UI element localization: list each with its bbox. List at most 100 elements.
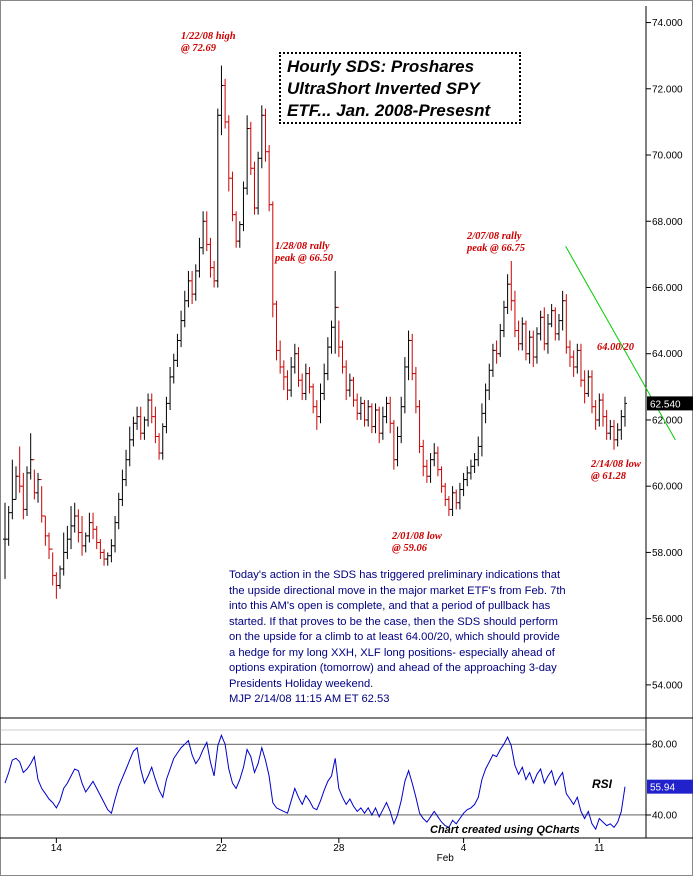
price-bar: [578, 343, 583, 387]
price-bar: [611, 419, 616, 450]
price-bar: [560, 290, 565, 331]
price-bar: [50, 548, 55, 586]
price-bar: [604, 410, 609, 440]
price-bar: [329, 320, 334, 354]
price-bar: [413, 366, 418, 414]
price-bar: [201, 211, 206, 255]
price-bar: [17, 446, 22, 493]
annotation-text: @ 59.06: [392, 543, 428, 554]
price-bar: [157, 433, 162, 460]
price-bar: [149, 393, 154, 424]
rsi-last-box: [647, 779, 693, 794]
price-bar: [113, 515, 118, 553]
price-bar: [98, 539, 103, 560]
price-bar: [248, 121, 253, 175]
price-bar: [366, 400, 371, 427]
price-bar: [461, 472, 466, 497]
price-bar: [597, 393, 602, 427]
price-bar: [421, 439, 426, 477]
price-bar: [380, 406, 385, 440]
rsi-label: RSI: [592, 777, 613, 791]
price-bar: [527, 330, 532, 364]
price-bar: [69, 506, 74, 550]
rsi-tick-label: 80.00: [652, 740, 677, 751]
price-bar: [267, 145, 272, 212]
price-bar: [105, 552, 110, 566]
commentary-line: started. If that proves to be the case, …: [229, 615, 558, 628]
price-bar: [47, 532, 52, 560]
price-bar: [171, 353, 176, 384]
rsi-tick-label: 40.00: [652, 810, 677, 821]
price-bar: [72, 502, 77, 533]
price-bar: [355, 393, 360, 420]
price-bar: [94, 525, 99, 550]
price-bar: [322, 363, 327, 401]
price-bar: [32, 459, 37, 500]
price-bar: [325, 337, 330, 381]
time-tick-label: 28: [333, 843, 345, 854]
price-bar: [410, 333, 415, 381]
commentary-line: into this AM's open is complete, and tha…: [229, 600, 551, 612]
price-bar: [542, 307, 547, 351]
price-bar: [501, 300, 506, 338]
price-tick-label: 60.000: [652, 482, 683, 493]
price-bar: [494, 340, 499, 364]
price-bar: [318, 383, 323, 424]
price-bar: [193, 264, 198, 301]
chart-credit: Chart created using QCharts: [430, 824, 580, 836]
price-bar: [76, 509, 81, 543]
price-bar: [186, 270, 191, 308]
price-bar: [10, 459, 15, 520]
price-bar: [395, 426, 400, 467]
price-bar: [292, 343, 297, 374]
price-bar: [472, 453, 477, 473]
price-bar: [553, 307, 558, 341]
price-bar: [399, 396, 404, 444]
price-bar: [556, 313, 561, 341]
price-bar: [593, 400, 598, 430]
price-bar: [259, 105, 264, 169]
price-bar: [523, 320, 528, 361]
price-bar: [124, 449, 129, 487]
price-bar: [373, 403, 378, 434]
annotation-text: @ 72.69: [181, 43, 217, 54]
price-bar: [586, 370, 591, 397]
price-bar: [615, 423, 620, 447]
price-bar: [58, 565, 63, 589]
price-bar: [164, 396, 169, 434]
price-bar: [219, 65, 224, 136]
price-bar: [351, 376, 356, 407]
price-bar: [450, 486, 455, 516]
price-bar: [146, 393, 151, 427]
price-bar: [402, 357, 407, 414]
commentary-text: Today's action in the SDS has triggered …: [229, 568, 649, 708]
price-bar: [102, 549, 107, 566]
price-bar: [516, 320, 521, 351]
price-bar: [215, 108, 220, 288]
price-bar: [61, 532, 66, 576]
time-tick-label: 14: [51, 843, 63, 854]
price-bar: [263, 108, 268, 162]
price-bar: [623, 396, 627, 427]
price-bar: [443, 482, 448, 507]
annotation-text: @ 61.28: [591, 471, 627, 482]
annotation-text: peak @ 66.50: [274, 253, 334, 264]
price-tick-label: 56.000: [652, 614, 683, 625]
price-bar: [377, 406, 382, 444]
price-bar: [39, 479, 44, 523]
price-bar: [435, 446, 440, 477]
price-bar: [358, 396, 363, 420]
price-bar: [252, 161, 257, 215]
price-bar: [204, 211, 209, 252]
price-bar: [223, 78, 228, 129]
time-tick-label: 11: [594, 843, 605, 854]
price-tick-label: 68.000: [652, 217, 683, 228]
price-bar: [340, 340, 345, 374]
price-bar: [505, 274, 510, 314]
price-bar: [567, 340, 572, 367]
price-bar: [336, 306, 341, 358]
price-bar: [446, 496, 451, 516]
rsi-panel: 80.00 40.00 RSI 55.94: [0, 733, 693, 831]
